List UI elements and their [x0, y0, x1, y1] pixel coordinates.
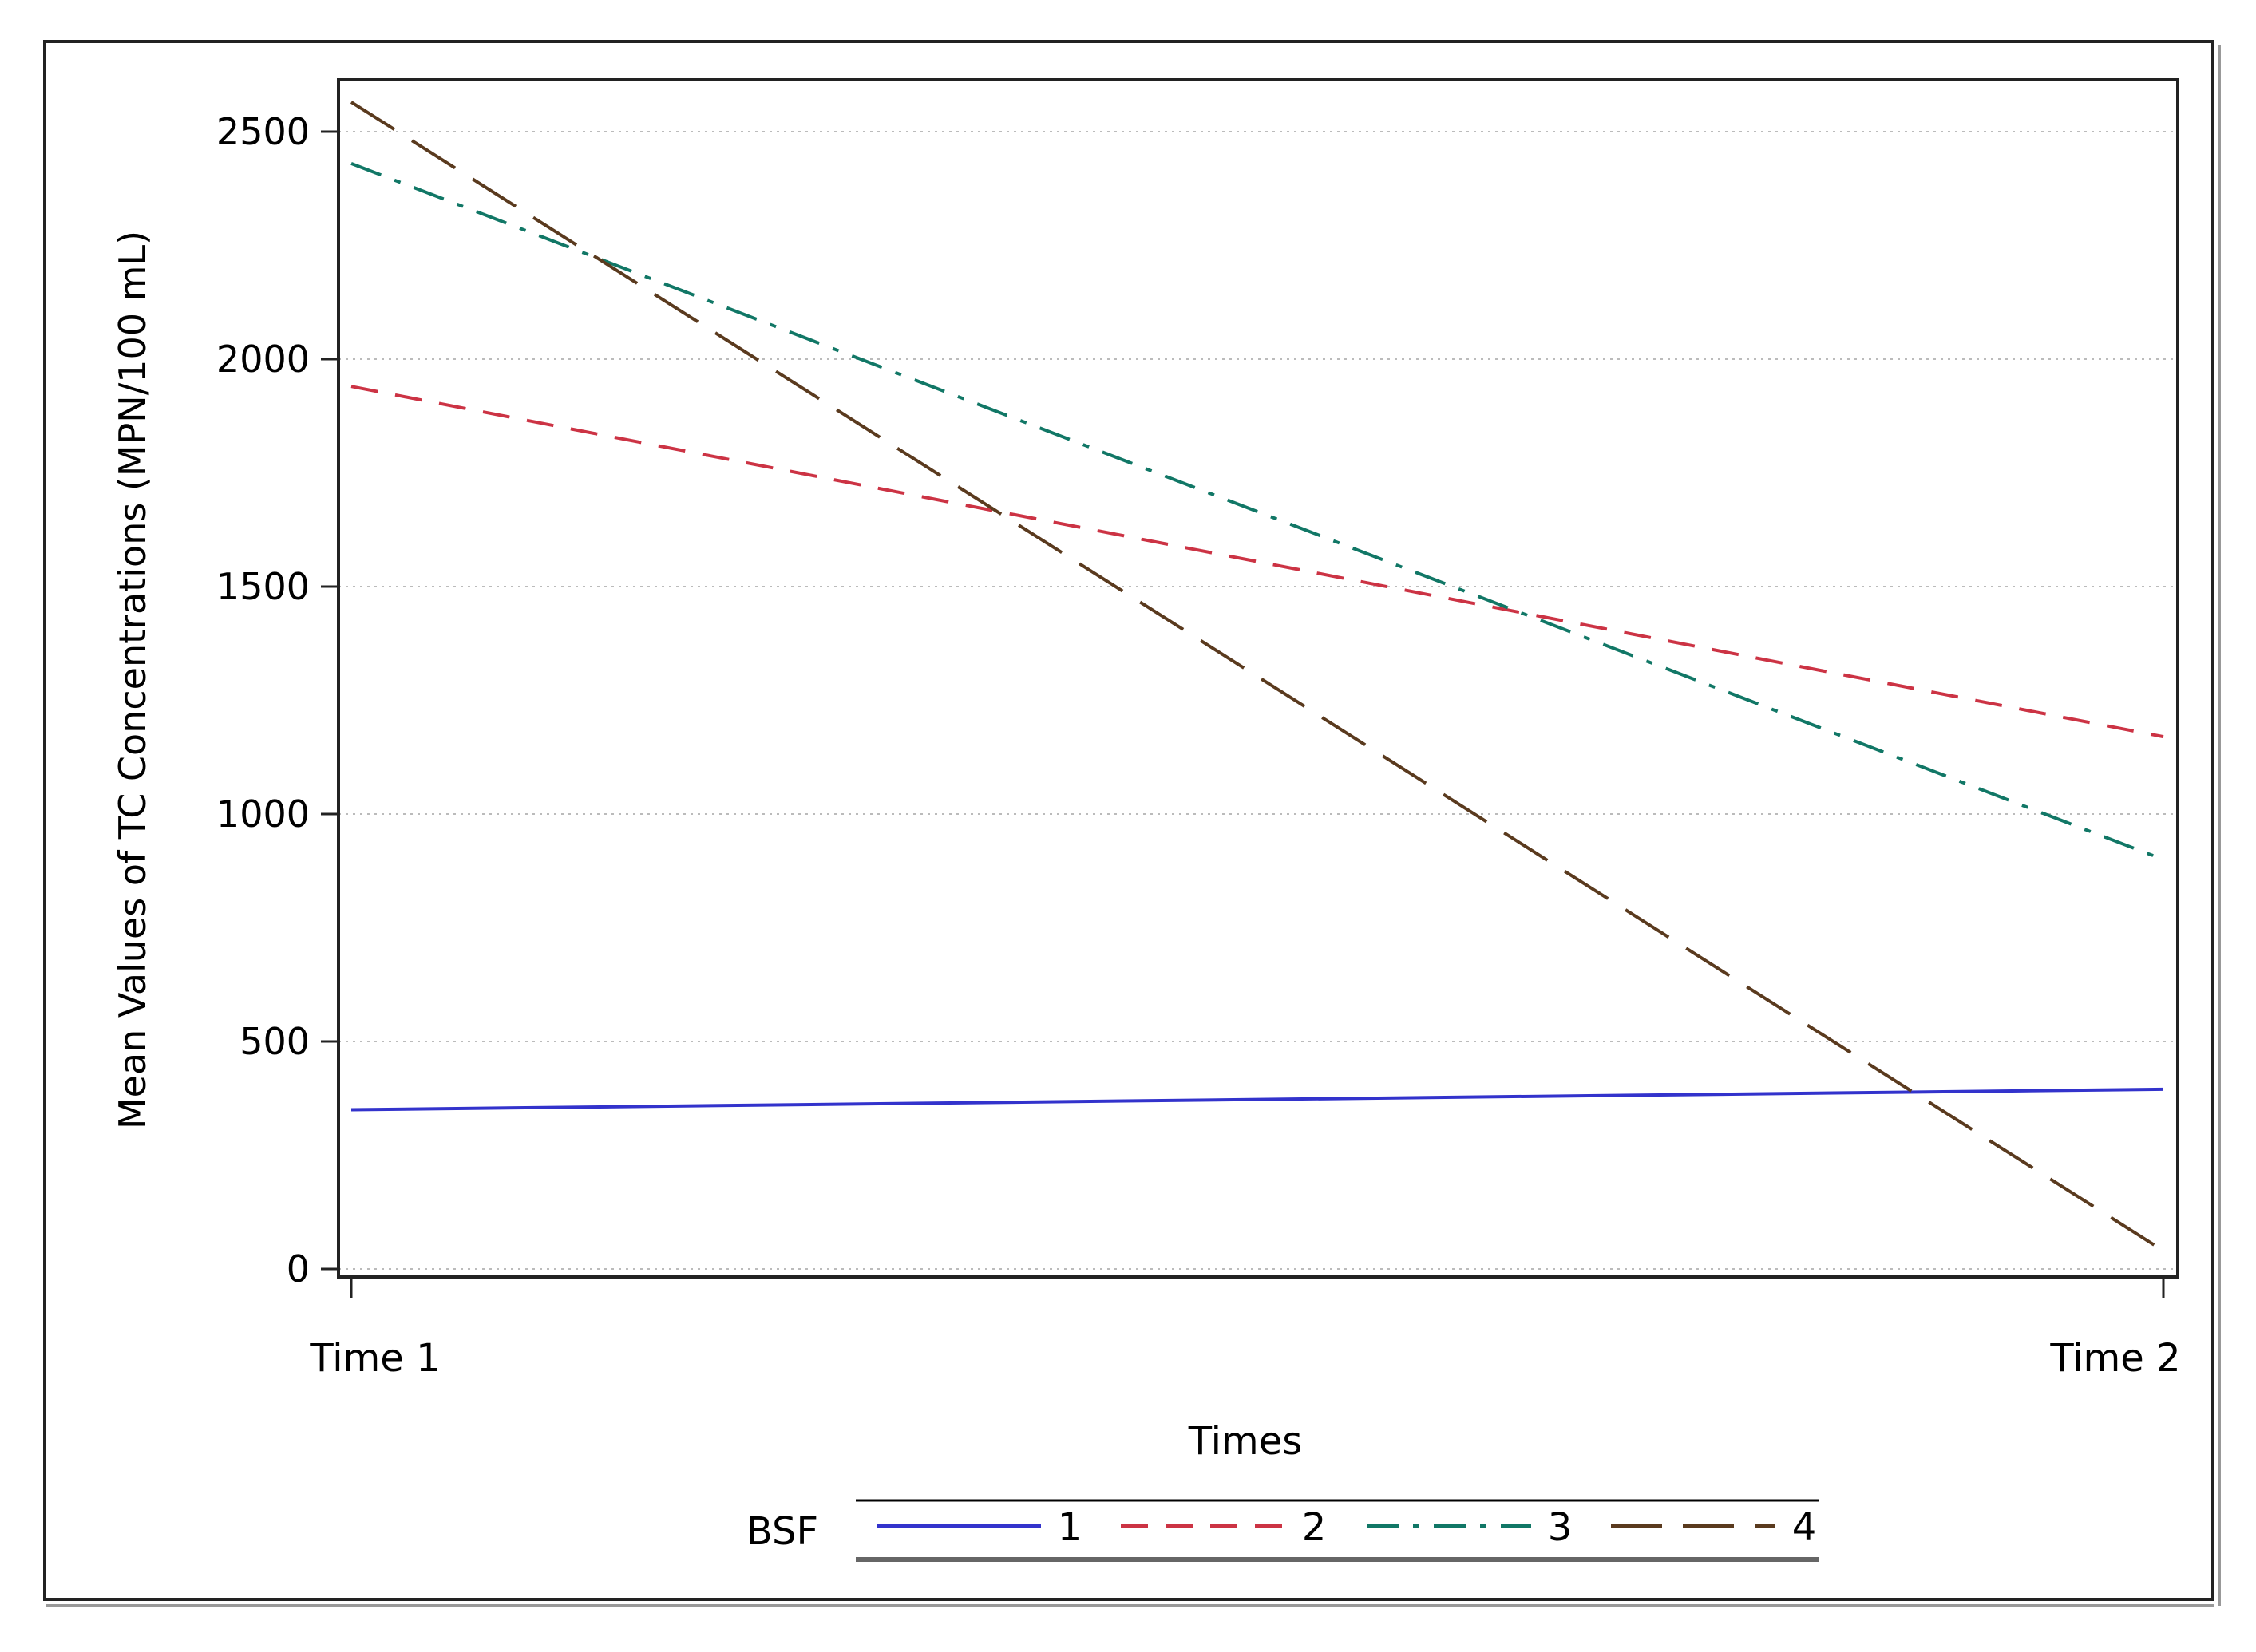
gridlines: [338, 131, 2178, 1270]
legend-label-1: 1: [1058, 1505, 1082, 1550]
y-tick-label-1: 500: [239, 1020, 310, 1063]
plot-area: [337, 78, 2179, 1279]
x-axis: Time 1 Time 2: [309, 1277, 2181, 1381]
y-tick-label-2: 1000: [216, 792, 310, 836]
legend: BSF 1 2 3 4: [746, 1499, 1819, 1562]
y-tick-label-5: 2500: [216, 110, 310, 153]
series-line-2: [350, 385, 2164, 739]
x-axis-label: Times: [1188, 1419, 1302, 1464]
x-tick-label-0: Time 1: [309, 1336, 440, 1381]
y-tick-label-3: 1500: [216, 565, 310, 608]
legend-label-4: 4: [1792, 1505, 1817, 1550]
y-tick-label-4: 2000: [216, 338, 310, 381]
y-tick-label-0: 0: [287, 1247, 310, 1290]
x-tick-label-1: Time 2: [2049, 1336, 2180, 1381]
legend-label-2: 2: [1302, 1505, 1327, 1550]
series-lines: [350, 101, 2165, 1252]
outer-frame: [43, 40, 2214, 1601]
series-line-3: [350, 162, 2164, 861]
y-axis-label: Mean Values of TC Concentrations (MPN/10…: [111, 231, 154, 1129]
y-axis: 0 500 1000 1500 2000 2500: [216, 110, 338, 1290]
legend-label-3: 3: [1548, 1505, 1573, 1550]
legend-title: BSF: [746, 1509, 818, 1554]
series-line-1: [350, 1087, 2164, 1112]
